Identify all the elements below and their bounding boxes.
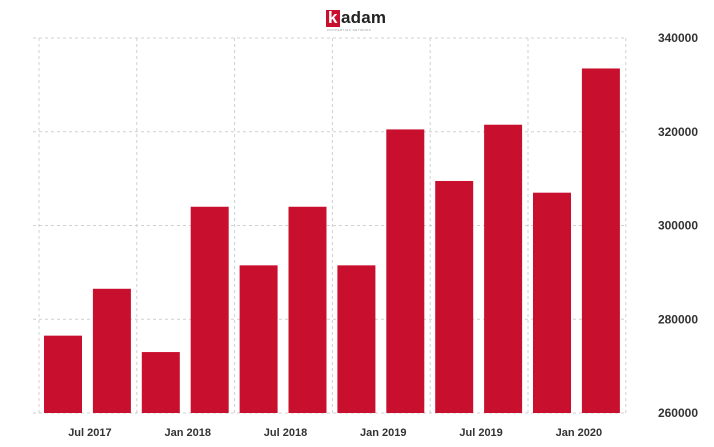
bar-oct-2018: [337, 265, 376, 413]
y-axis-ticks: 260000 280000 300000 320000 340000: [658, 31, 698, 420]
bar-jul-2017: [92, 288, 131, 413]
logo-tagline: PROPERTIES NETWORK: [327, 28, 372, 32]
x-tick-label: Jan 2018: [164, 427, 210, 439]
bar-oct-2019: [533, 192, 571, 413]
x-tick-label: Jul 2017: [68, 427, 111, 439]
kadam-logo: k adam PROPERTIES NETWORK: [326, 8, 390, 34]
bars: [44, 68, 620, 413]
bar-jan-2019: [386, 129, 425, 413]
y-tick-label: 260000: [658, 406, 698, 420]
x-tick-label: Jan 2019: [360, 427, 406, 439]
logo-mark: k: [326, 8, 340, 27]
y-tick-label: 300000: [658, 219, 698, 233]
x-tick-label: Jul 2019: [459, 427, 502, 439]
logo-mark-letter: k: [328, 8, 338, 27]
grid-lines: [33, 37, 627, 414]
y-tick-label: 340000: [658, 31, 698, 45]
x-tick-label: Jan 2020: [556, 427, 602, 439]
y-tick-label: 280000: [658, 312, 698, 326]
bar-jan-2020: [581, 68, 620, 413]
bar-jul-2019: [484, 124, 523, 413]
logo-text: adam: [341, 8, 387, 27]
bar-jul-2018: [288, 206, 327, 413]
bar-apr-2019: [435, 180, 474, 413]
x-axis-ticks: Jul 2017 Jan 2018 Jul 2018 Jan 2019 Jul 2019…: [68, 427, 602, 439]
bar-apr-2018: [239, 265, 278, 413]
y-tick-label: 320000: [658, 125, 698, 139]
bar-apr-2017: [44, 335, 82, 413]
x-tick-label: Jul 2018: [264, 427, 307, 439]
bar-jan-2018: [190, 206, 229, 413]
bar-oct-2017: [141, 352, 180, 413]
